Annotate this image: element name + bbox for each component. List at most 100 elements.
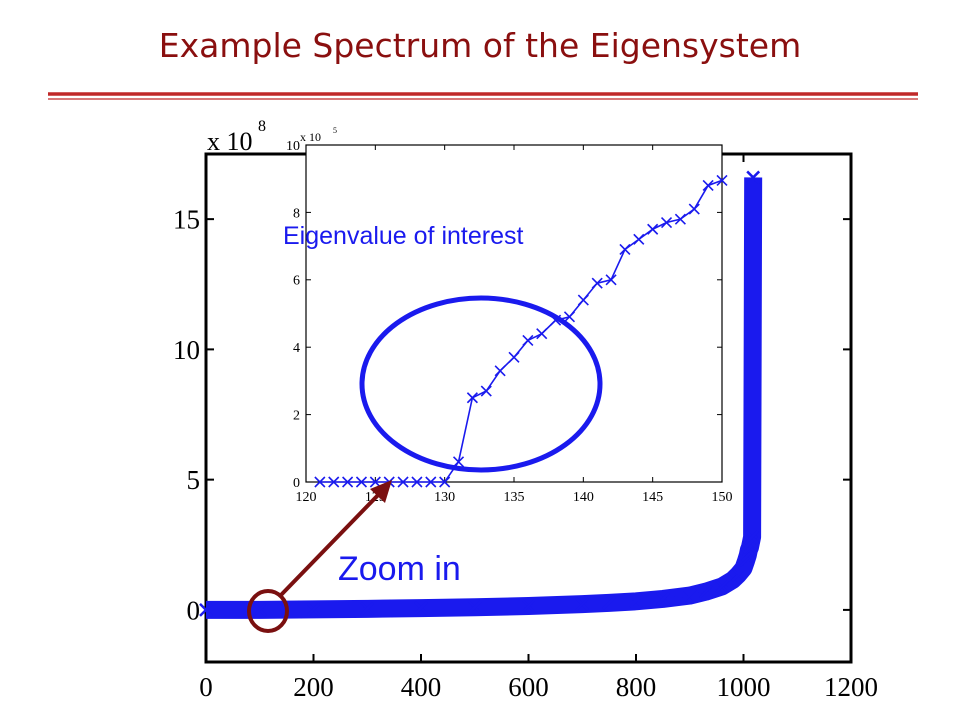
- inset-point: [328, 476, 340, 488]
- inset-point-stroke: [480, 385, 492, 397]
- main-exponent-label: x 10: [207, 127, 253, 156]
- main-point-stroke: [745, 530, 759, 544]
- inset-series: [314, 174, 728, 488]
- inset-point-stroke: [439, 476, 451, 488]
- inset-point-stroke: [494, 365, 506, 377]
- inset-point: [536, 328, 548, 340]
- inset-point-stroke: [619, 243, 631, 256]
- inset-exponent-label: x 10: [300, 130, 321, 144]
- main-point: [360, 601, 375, 616]
- main-point-stroke: [715, 579, 729, 594]
- main-ytick-label: 10: [173, 335, 200, 365]
- main-point: [467, 600, 482, 615]
- inset-point-stroke: [369, 476, 381, 488]
- zoom-in-label: Zoom in: [338, 550, 461, 588]
- main-point-stroke: [629, 594, 643, 609]
- main-point: [602, 595, 617, 610]
- inset-point-stroke: [716, 174, 728, 186]
- inset-point-stroke: [328, 476, 340, 488]
- inset-point-stroke: [702, 179, 714, 192]
- main-point-stroke: [306, 602, 321, 617]
- main-xtick-label: 0: [199, 672, 213, 702]
- inset-point: [563, 311, 576, 323]
- inset-point-stroke: [605, 274, 617, 286]
- inset-exponent: 5: [333, 126, 337, 135]
- inset-point: [355, 476, 368, 488]
- main-xtick-label: 200: [293, 672, 334, 702]
- inset-xtick-label: 150: [712, 490, 733, 505]
- main-point-stroke: [602, 595, 617, 610]
- main-point: [414, 601, 428, 615]
- main-point-stroke: [736, 561, 751, 576]
- zoom-arrow-shaft: [279, 490, 383, 597]
- inset-ytick-label: 8: [293, 206, 300, 221]
- inset-point-stroke: [674, 213, 686, 225]
- main-point-stroke: [521, 599, 536, 613]
- main-point-stroke: [698, 584, 713, 599]
- inset-ytick-label: 10: [286, 139, 300, 154]
- inset-point-stroke: [591, 277, 603, 289]
- slide-title: Example Spectrum of the Eigensystem: [158, 26, 802, 65]
- inset-point-stroke: [342, 476, 354, 488]
- inset-point: [591, 277, 603, 289]
- main-ytick-label: 0: [187, 595, 201, 625]
- inset-plot-frame: [305, 144, 723, 483]
- inset-point: [619, 243, 631, 256]
- main-point-stroke: [467, 600, 482, 615]
- main-point: [682, 588, 697, 603]
- main-point-stroke: [252, 603, 267, 617]
- inset-point-stroke: [688, 203, 700, 215]
- inset-point: [647, 223, 659, 235]
- inset-point: [605, 274, 617, 286]
- inset-point: [660, 216, 673, 229]
- inset-xtick-label: 145: [642, 490, 663, 505]
- inset-point: [425, 476, 437, 488]
- inset-point-stroke: [355, 476, 368, 488]
- main-point: [715, 579, 729, 594]
- inset-xtick-label: 130: [434, 490, 455, 505]
- inset-point: [411, 476, 423, 488]
- main-point-stroke: [360, 601, 375, 616]
- inset-xtick-label: 135: [504, 490, 525, 505]
- main-point: [252, 603, 267, 617]
- inset-point-stroke: [508, 351, 520, 363]
- main-point: [698, 584, 713, 599]
- main-ytick-label: 5: [187, 465, 201, 495]
- main-point-stroke: [655, 592, 670, 606]
- inset-ytick-label: 6: [293, 274, 300, 289]
- inset-point: [716, 174, 728, 186]
- main-xtick-label: 800: [616, 672, 657, 702]
- zoom-circle: [247, 589, 289, 633]
- inset-point: [342, 476, 354, 488]
- main-exponent: 8: [258, 118, 266, 135]
- main-xtick-label: 1000: [717, 672, 771, 702]
- main-point: [575, 597, 590, 612]
- main-point: [629, 594, 643, 609]
- main-ytick-label: 15: [173, 205, 200, 235]
- main-point: [745, 530, 759, 544]
- inset-point: [577, 294, 589, 306]
- main-point: [521, 599, 536, 613]
- inset-point: [508, 351, 520, 363]
- inset-point: [369, 476, 381, 488]
- main-xtick-label: 600: [508, 672, 549, 702]
- inset-point-stroke: [425, 476, 437, 488]
- zoom-arrow-head: [370, 480, 392, 503]
- inset-xtick-label: 120: [296, 490, 317, 505]
- main-point: [199, 603, 213, 617]
- inset-point: [674, 213, 686, 225]
- inset-point: [452, 456, 465, 468]
- eigenvalue-of-interest-label: Eigenvalue of interest: [283, 222, 523, 250]
- inset-point: [439, 476, 451, 488]
- inset-point-stroke: [466, 392, 478, 404]
- inset-series-line: [319, 179, 723, 483]
- inset-ticks: 1201251301351401451500246810: [286, 139, 733, 505]
- main-point-stroke: [746, 170, 761, 185]
- inset-point: [494, 365, 506, 377]
- inset-point-stroke: [563, 311, 576, 323]
- inset-point: [522, 334, 534, 347]
- inset-ytick-label: 0: [293, 476, 300, 491]
- inset-point-stroke: [536, 328, 548, 340]
